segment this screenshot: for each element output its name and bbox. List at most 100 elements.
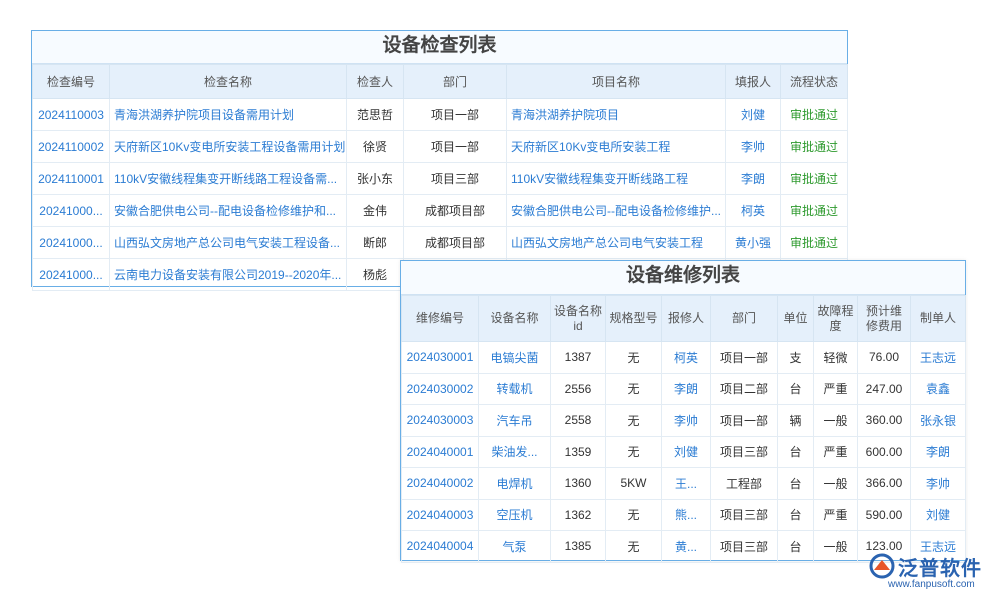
table-cell[interactable]: 2024040002 [401, 467, 479, 500]
table-row: 2024030001 电镐尖菌 1387 无柯英 项目一部支轻微 76.00 王志远 [401, 341, 966, 374]
table-cell[interactable]: 2024040003 [401, 498, 479, 531]
table-cell[interactable]: 李朗 [725, 162, 781, 195]
table-cell[interactable]: 安徽合肥供电公司--配电设备检修维护... [506, 194, 726, 227]
column-header: 设备名称id [550, 295, 606, 342]
table-cell: 5KW [605, 467, 662, 500]
table-cell: 项目一部 [710, 404, 778, 437]
table-row: 2024030002 转载机 2556 无李朗 项目二部台严重 247.00 袁鑫 [401, 372, 966, 405]
table-cell[interactable]: 2024030003 [401, 404, 479, 437]
header-row: 维修编号 设备名称 设备名称id 规格型号 报修人 部门 单位 故障程度 预计维修费用 制单人 [401, 295, 966, 342]
table-head: 检查编号 检查名称 检查人 部门 项目名称 填报人 流程状态 [32, 64, 848, 99]
table-cell[interactable]: 刘健 [661, 435, 711, 468]
table-cell: 项目二部 [710, 372, 778, 405]
table-cell: 项目三部 [710, 498, 778, 531]
table-cell[interactable]: 青海洪湖养护院项目设备需用计划 [109, 98, 347, 131]
table-cell[interactable]: 王志远 [910, 530, 966, 563]
table-cell[interactable]: 2024110001 [32, 162, 110, 195]
table-cell[interactable]: 黄... [661, 530, 711, 563]
table-cell[interactable]: 李帅 [661, 404, 711, 437]
table-cell[interactable]: 气泵 [478, 530, 551, 563]
table-cell[interactable]: 天府新区10Kv变电所安装工程设备需用计划 [109, 130, 347, 163]
table-cell[interactable]: 山西弘文房地产总公司电气安装工程设备... [109, 226, 347, 259]
table-cell: 台 [777, 530, 814, 563]
table-cell: 工程部 [710, 467, 778, 500]
table-cell[interactable]: 20241000... [32, 258, 110, 291]
table-cell[interactable]: 天府新区10Kv变电所安装工程 [506, 130, 726, 163]
table-cell[interactable]: 刘健 [910, 498, 966, 531]
table-cell[interactable]: 转载机 [478, 372, 551, 405]
table-cell: 366.00 [857, 467, 911, 500]
column-header: 设备名称 [478, 295, 551, 342]
table-cell: 项目三部 [403, 162, 507, 195]
table-cell[interactable]: 袁鑫 [910, 372, 966, 405]
table-cell[interactable]: 山西弘文房地产总公司电气安装工程 [506, 226, 726, 259]
table-cell[interactable]: 刘健 [725, 98, 781, 131]
table-cell[interactable]: 20241000... [32, 194, 110, 227]
table-cell[interactable]: 2024030002 [401, 372, 479, 405]
table-cell[interactable]: 青海洪湖养护院项目 [506, 98, 726, 131]
logo: 泛普软件 www.fanpusoft.com [868, 552, 993, 596]
table-cell[interactable]: 李帅 [910, 467, 966, 500]
table-cell[interactable]: 2024110003 [32, 98, 110, 131]
table-cell: 审批通过 [780, 98, 848, 131]
table-cell[interactable]: 110kV安徽线程集变开断线路工程 [506, 162, 726, 195]
table-cell[interactable]: 云南电力设备安装有限公司2019--2020年... [109, 258, 347, 291]
table-cell[interactable]: 安徽合肥供电公司--配电设备检修维护和... [109, 194, 347, 227]
logo-icon [869, 553, 895, 579]
table-cell: 无 [605, 530, 662, 563]
table-cell[interactable]: 李朗 [910, 435, 966, 468]
table-cell: 审批通过 [780, 194, 848, 227]
table-cell[interactable]: 空压机 [478, 498, 551, 531]
table-cell[interactable]: 2024110002 [32, 130, 110, 163]
table-cell: 范思哲 [346, 98, 404, 131]
table-row: 2024110002 天府新区10Kv变电所安装工程设备需用计划 徐贤 项目一部 天府新… [32, 130, 848, 163]
table-row: 2024040004 气泵 1385 无黄... 项目三部台一般 123.00 王志远 [401, 530, 966, 563]
column-header: 制单人 [910, 295, 966, 342]
table-cell[interactable]: 柯英 [725, 194, 781, 227]
table-cell[interactable]: 电镐尖菌 [478, 341, 551, 374]
table-cell: 项目一部 [403, 130, 507, 163]
table-cell[interactable]: 20241000... [32, 226, 110, 259]
column-header: 规格型号 [605, 295, 662, 342]
table-cell[interactable]: 2024040001 [401, 435, 479, 468]
table-cell[interactable]: 110kV安徽线程集变开断线路工程设备需... [109, 162, 347, 195]
table-cell: 断郎 [346, 226, 404, 259]
table-cell[interactable]: 汽车吊 [478, 404, 551, 437]
table-cell: 247.00 [857, 372, 911, 405]
table-cell[interactable]: 张永银 [910, 404, 966, 437]
column-header: 维修编号 [401, 295, 479, 342]
table-body: 2024110003 青海洪湖养护院项目设备需用计划 范思哲 项目一部 青海洪湖养护院项… [32, 98, 848, 291]
table-cell[interactable]: 李朗 [661, 372, 711, 405]
table-cell[interactable]: 王... [661, 467, 711, 500]
logo-name: 泛普软件 [898, 558, 982, 580]
table-cell: 审批通过 [780, 130, 848, 163]
table-cell[interactable]: 王志远 [910, 341, 966, 374]
table-head: 维修编号 设备名称 设备名称id 规格型号 报修人 部门 单位 故障程度 预计维修费用 制单人 [401, 295, 966, 342]
table-cell[interactable]: 李帅 [725, 130, 781, 163]
column-header: 流程状态 [780, 64, 848, 99]
table-cell[interactable]: 柴油发... [478, 435, 551, 468]
table-row: 2024110003 青海洪湖养护院项目设备需用计划 范思哲 项目一部 青海洪湖养护院项… [32, 98, 848, 131]
table-row: 2024040001 柴油发... 1359 无刘健 项目三部台严重 600.00 李朗 [401, 435, 966, 468]
column-header: 部门 [403, 64, 507, 99]
table-cell[interactable]: 电焊机 [478, 467, 551, 500]
table-cell: 1360 [550, 467, 606, 500]
table-cell[interactable]: 熊... [661, 498, 711, 531]
table-title: 设备检查列表 [32, 31, 847, 64]
table-cell: 辆 [777, 404, 814, 437]
table-cell[interactable]: 2024040004 [401, 530, 479, 563]
table-cell: 审批通过 [780, 226, 848, 259]
table-cell: 审批通过 [780, 162, 848, 195]
table-cell: 张小东 [346, 162, 404, 195]
table-cell[interactable]: 黄小强 [725, 226, 781, 259]
table-cell[interactable]: 2024030001 [401, 341, 479, 374]
table-cell: 轻微 [813, 341, 858, 374]
column-header: 项目名称 [506, 64, 726, 99]
table-cell[interactable]: 柯英 [661, 341, 711, 374]
table-row: 2024040002 电焊机 1360 5KW 王... 工程部台一般 366.00 李帅 [401, 467, 966, 500]
inspection-panel: 设备检查列表 检查编号 检查名称 检查人 部门 项目名称 填报人 流程状态 202411000… [31, 30, 848, 291]
table-cell: 台 [777, 467, 814, 500]
column-header: 报修人 [661, 295, 711, 342]
column-header: 检查人 [346, 64, 404, 99]
table-cell: 一般 [813, 530, 858, 563]
